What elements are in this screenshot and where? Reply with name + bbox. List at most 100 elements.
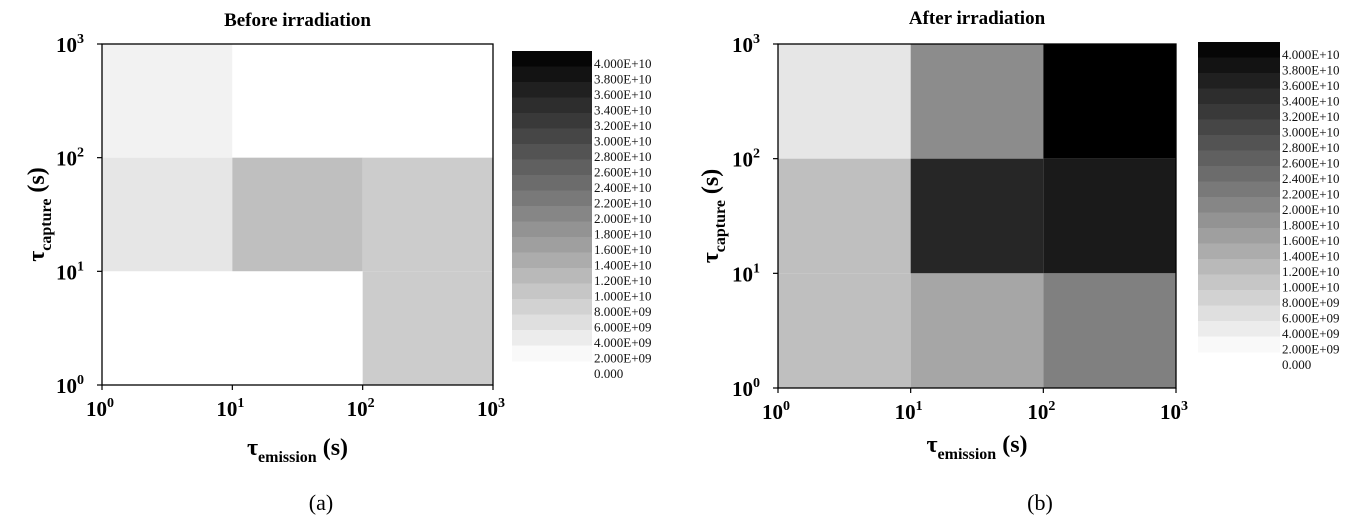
colorbar-band [512, 252, 592, 269]
heatmap-cell [232, 44, 363, 158]
heatmap-cell [1043, 273, 1176, 388]
heatmap-cell [778, 158, 911, 274]
colorbar-band [1198, 181, 1280, 198]
x-tick-exponent: 1 [916, 399, 923, 414]
y-tick-label: 102 [732, 147, 760, 172]
x-tick-base: 10 [347, 397, 368, 421]
x-tick-label: 100 [762, 399, 790, 424]
y-tick-base: 10 [56, 260, 77, 284]
y-axis-label: τcapture (s) [24, 167, 55, 262]
colorbar-label: 4.000E+10 [1282, 47, 1340, 62]
colorbar-label: 2.000E+09 [594, 351, 652, 366]
colorbar-label: 2.000E+10 [594, 211, 652, 226]
colorbar-label: 3.200E+10 [1282, 109, 1340, 124]
x-axis-unit: (s) [317, 435, 348, 461]
heatmap-cell [1043, 44, 1176, 159]
y-axis-subscript: capture [712, 200, 729, 252]
y-tick-base: 10 [732, 148, 753, 172]
y-tick-exponent: 1 [77, 259, 84, 274]
colorbar-band [512, 314, 592, 331]
x-tick-exponent: 3 [498, 396, 505, 411]
x-tick-label: 101 [216, 396, 244, 421]
x-axis-symbol: τ [247, 435, 258, 461]
x-tick-label: 101 [895, 399, 923, 424]
colorbar-label: 3.200E+10 [594, 118, 652, 133]
y-tick-label: 100 [732, 376, 760, 401]
heatmap-cell [232, 271, 363, 385]
y-tick-base: 10 [732, 33, 753, 57]
heatmap-cell [102, 157, 233, 272]
colorbar-label: 2.400E+10 [594, 180, 652, 195]
heatmap-cell [778, 273, 911, 388]
colorbar-label: 2.000E+10 [1282, 202, 1340, 217]
colorbar-band [1198, 73, 1280, 89]
colorbar-band [1198, 305, 1280, 322]
x-tick-label: 102 [1027, 399, 1055, 424]
colorbar-band [512, 330, 592, 346]
colorbar-label: 1.600E+10 [594, 242, 652, 257]
x-axis-label: τemission (s) [247, 435, 348, 466]
y-tick-label: 102 [56, 146, 84, 171]
colorbar-band [512, 159, 592, 176]
y-tick-exponent: 1 [753, 261, 760, 276]
x-tick-exponent: 2 [368, 396, 375, 411]
x-tick-label: 100 [86, 396, 114, 421]
colorbar-label: 3.000E+10 [594, 134, 652, 149]
chart-title: Before irradiation [224, 10, 371, 31]
colorbar-band [1198, 88, 1280, 105]
colorbar-band [1198, 119, 1280, 136]
x-tick-exponent: 2 [1048, 399, 1055, 414]
colorbar-label: 8.000E+09 [1282, 295, 1340, 310]
x-axis-subscript: emission [938, 446, 997, 463]
x-axis-unit: (s) [996, 432, 1027, 458]
heatmap-cell [910, 273, 1044, 388]
colorbar-band [512, 51, 592, 67]
y-tick-exponent: 2 [77, 146, 84, 161]
y-tick-base: 10 [56, 33, 77, 57]
colorbar-label: 2.200E+10 [594, 196, 652, 211]
colorbar-label: 4.000E+09 [594, 335, 652, 350]
heatmap-cell [102, 271, 233, 385]
panel-caption: (a) [309, 490, 333, 515]
colorbar-label: 2.600E+10 [594, 165, 652, 180]
y-axis-subscript: capture [38, 199, 55, 251]
colorbar-band [512, 237, 592, 253]
colorbar-label: 3.600E+10 [594, 87, 652, 102]
colorbar-band [1198, 104, 1280, 120]
y-tick-exponent: 3 [77, 32, 84, 47]
colorbar-band [512, 221, 592, 238]
heatmap-cell [362, 44, 493, 158]
colorbar-band [1198, 290, 1280, 306]
colorbar-label: 1.000E+10 [1282, 280, 1340, 295]
y-tick-exponent: 2 [753, 147, 760, 162]
y-tick-exponent: 0 [77, 373, 84, 388]
x-tick-base: 10 [762, 400, 783, 424]
x-axis-subscript: emission [258, 449, 317, 466]
colorbar-label: 3.400E+10 [1282, 94, 1340, 109]
colorbar-label: 3.800E+10 [1282, 63, 1340, 78]
y-axis-unit: (s) [698, 169, 724, 200]
colorbar-band [512, 299, 592, 315]
colorbar-band [1198, 166, 1280, 182]
colorbar-band [1198, 321, 1280, 337]
y-axis-unit: (s) [24, 167, 50, 198]
y-axis-symbol: τ [24, 251, 50, 262]
x-tick-base: 10 [1027, 400, 1048, 424]
colorbar-band [512, 206, 592, 222]
colorbar-label: 2.000E+09 [1282, 342, 1340, 357]
colorbar-label: 3.800E+10 [594, 72, 652, 87]
colorbar-band [1198, 150, 1280, 167]
colorbar-label: 1.000E+10 [594, 289, 652, 304]
colorbar-label: 1.200E+10 [594, 273, 652, 288]
y-axis-label: τcapture (s) [698, 169, 729, 264]
colorbar-label: 2.200E+10 [1282, 187, 1340, 202]
heatmap-cell [362, 157, 493, 272]
y-tick-base: 10 [56, 374, 77, 398]
colorbar-label: 2.800E+10 [594, 149, 652, 164]
colorbar-label: 2.600E+10 [1282, 156, 1340, 171]
colorbar-band [1198, 197, 1280, 213]
x-tick-label: 103 [477, 396, 505, 421]
